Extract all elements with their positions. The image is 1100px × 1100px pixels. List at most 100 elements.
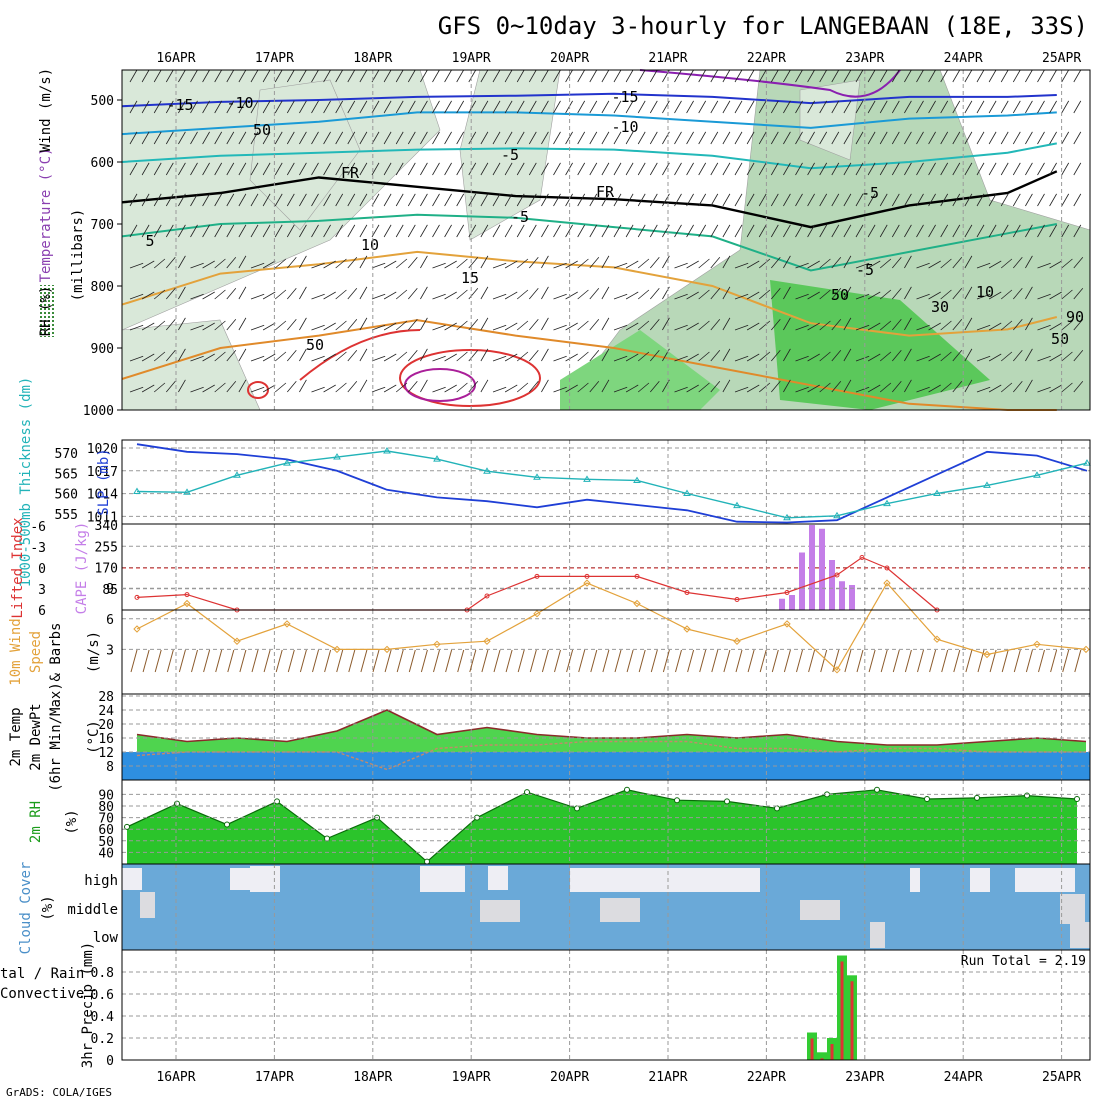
wind-barb xyxy=(311,131,319,145)
wind-barb xyxy=(940,193,949,207)
isotherm-line xyxy=(121,92,1057,108)
wind-barb xyxy=(214,162,223,176)
wind-barb xyxy=(843,69,852,83)
wind-barb xyxy=(420,379,428,393)
wind-barb xyxy=(214,289,226,300)
thickness-marker xyxy=(733,501,741,509)
wind-barb xyxy=(504,260,518,269)
wind-barb xyxy=(299,255,307,269)
wind-barb xyxy=(1037,355,1051,362)
wind-barb xyxy=(1049,69,1057,83)
wind-barb xyxy=(698,320,710,331)
wind-barb xyxy=(1000,382,1013,393)
wind-barb xyxy=(964,224,973,238)
wind-barb xyxy=(746,322,760,331)
wind-barb xyxy=(456,131,465,145)
wind-barb xyxy=(1037,324,1051,331)
wind-barb xyxy=(371,100,380,114)
wind-barb xyxy=(444,260,457,269)
wind-barb xyxy=(383,291,397,300)
wind-barb xyxy=(553,324,567,331)
wind-barb xyxy=(746,69,755,83)
wind-barb-10m xyxy=(953,649,961,673)
rh-marker xyxy=(624,786,630,793)
wind-barb xyxy=(770,319,781,331)
wind-barb xyxy=(274,69,283,83)
contour-label: -5 xyxy=(511,208,529,226)
wind-barb xyxy=(238,348,247,362)
wind-barb xyxy=(710,131,719,145)
wind-barb xyxy=(770,381,781,393)
wind-barb xyxy=(335,162,344,176)
wind-barb xyxy=(698,382,710,393)
wind-barb xyxy=(722,162,731,176)
wind-barb xyxy=(601,131,610,145)
wind-barb xyxy=(674,100,682,114)
wind-barb-10m xyxy=(154,649,162,673)
thickness-line xyxy=(136,450,1088,519)
wind-barb xyxy=(722,255,731,269)
wind-barb-10m xyxy=(396,649,404,673)
rh-marker xyxy=(324,835,330,842)
wind-barb xyxy=(553,69,561,83)
precip-bar xyxy=(817,1052,827,1060)
wind-barb xyxy=(395,351,408,362)
wind-speed-marker xyxy=(833,666,841,674)
cloud-clear-cell xyxy=(800,900,840,920)
thickness-marker xyxy=(1083,459,1091,466)
wind-barb xyxy=(1025,224,1033,238)
wind-barb xyxy=(395,100,404,114)
wind-barb xyxy=(504,224,513,238)
contour-label: -10 xyxy=(226,94,253,112)
wind-barb xyxy=(988,131,997,145)
wind-barb xyxy=(988,384,1002,393)
wind-barb xyxy=(178,286,186,300)
wind-barb xyxy=(976,262,991,269)
wind-barb-10m xyxy=(336,649,344,673)
wind-barb xyxy=(178,224,186,238)
wind-barb xyxy=(928,322,941,331)
wind-barb xyxy=(238,100,247,114)
wind-speed-marker xyxy=(483,637,491,645)
wind-barb xyxy=(686,322,699,331)
cape-tick: 255 xyxy=(95,540,118,555)
wind-barb xyxy=(165,131,174,145)
wind-barb xyxy=(589,350,600,362)
wind-barb xyxy=(916,293,930,300)
wind-barb xyxy=(686,100,694,114)
wind-barb xyxy=(734,355,749,362)
wind-barb-10m xyxy=(299,649,307,673)
wind-barb xyxy=(1025,379,1033,393)
wind-barb xyxy=(468,162,477,176)
wind-barb xyxy=(383,100,392,114)
wind-barb xyxy=(722,379,731,393)
wind-barb xyxy=(480,131,489,145)
wind-barb xyxy=(347,288,358,300)
wind-barb xyxy=(1037,262,1051,269)
wind-barb xyxy=(758,258,771,269)
wind-barb xyxy=(456,100,465,114)
wind-barb xyxy=(274,351,287,362)
wind-barb xyxy=(649,100,658,114)
thickness-marker xyxy=(633,476,641,484)
precip-rain-bar xyxy=(820,1058,824,1060)
date-tick-bottom: 21APR xyxy=(648,1070,687,1085)
wind-barb xyxy=(1061,351,1073,362)
wind-barb xyxy=(1061,69,1070,83)
wind-barb xyxy=(1025,162,1033,176)
precip-tick: 0.8 xyxy=(91,966,114,981)
wind-barb xyxy=(1073,100,1082,114)
wind-barb xyxy=(1025,317,1033,331)
date-tick-bottom: 19APR xyxy=(452,1070,491,1085)
wind-barb xyxy=(226,224,235,238)
wind-barb xyxy=(831,319,842,331)
isotherm-line xyxy=(121,170,1058,229)
wind-barb xyxy=(601,100,610,114)
date-tick-top: 19APR xyxy=(452,51,491,66)
wind-barb xyxy=(541,348,549,362)
wind-barb xyxy=(625,224,634,238)
wind-barb-10m xyxy=(1074,649,1082,673)
wind-barb-10m xyxy=(1025,649,1033,673)
wind-speed-marker xyxy=(933,635,941,643)
wind-barb xyxy=(988,193,997,207)
